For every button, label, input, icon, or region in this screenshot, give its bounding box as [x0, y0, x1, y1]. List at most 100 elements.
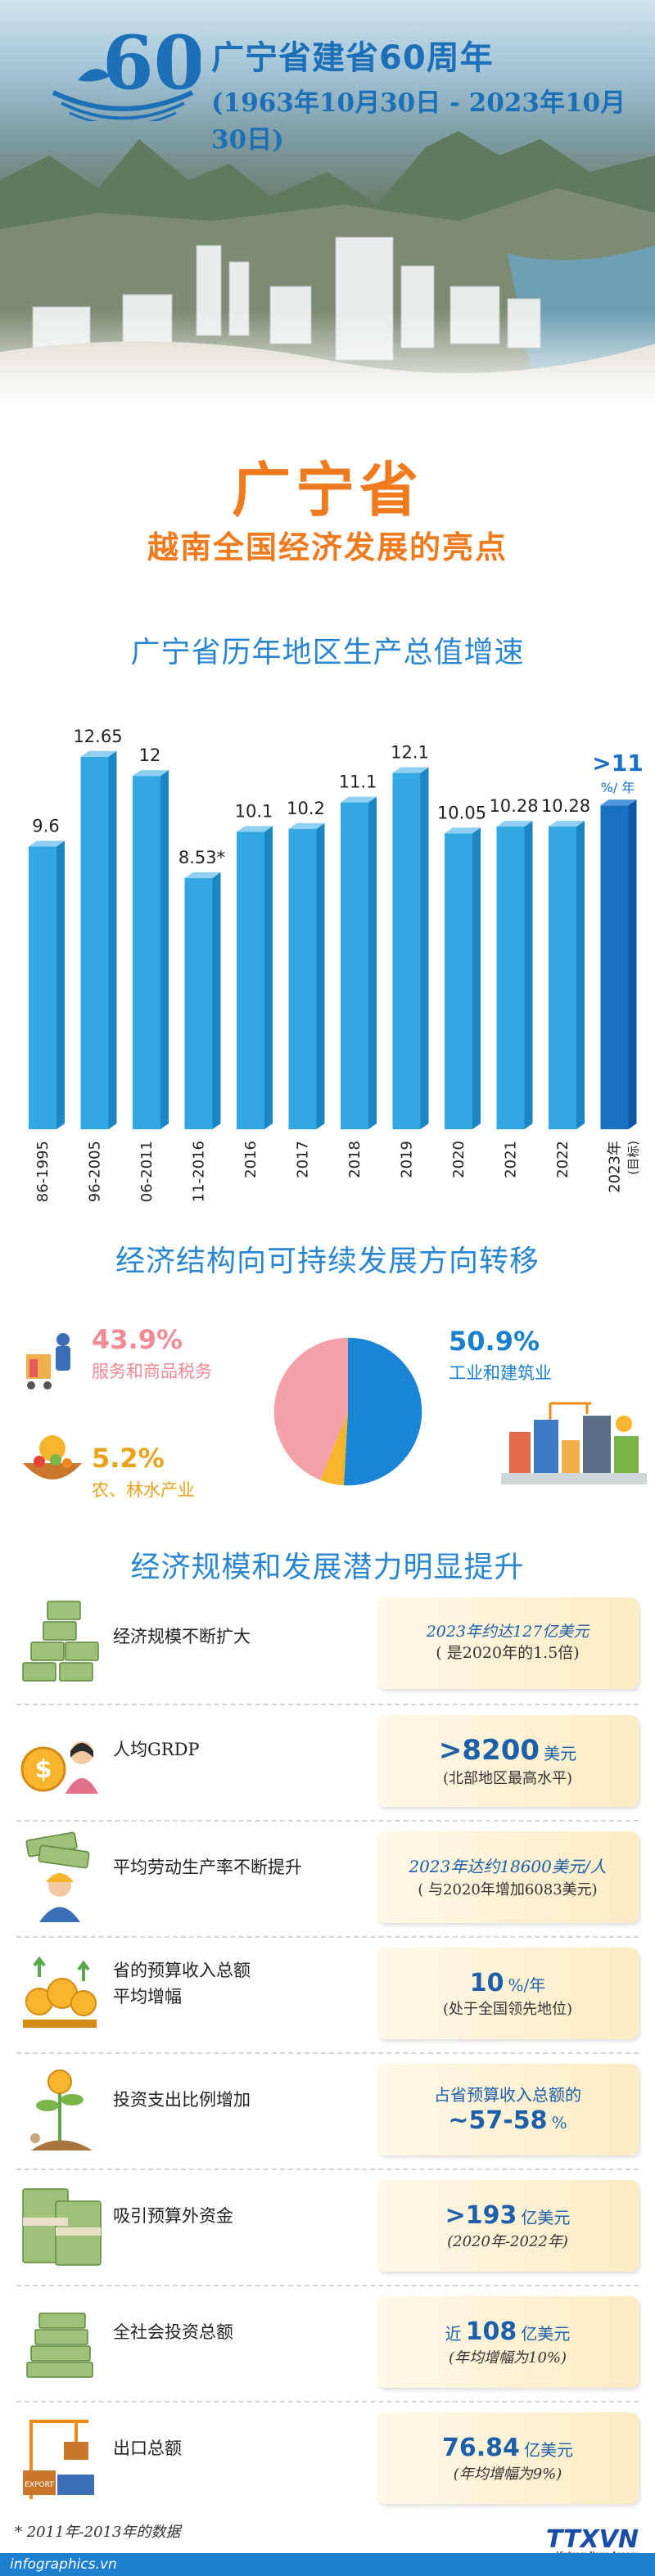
- bar-top: [80, 750, 117, 757]
- indicator-value-box: 76.84 亿美元 (年均增幅为9%): [377, 2412, 639, 2504]
- bar-top: [549, 821, 585, 827]
- bar: [341, 796, 377, 1129]
- indicator-big-value: >193: [445, 2200, 517, 2230]
- indicator-row-export: EXPORT 出口总额 76.84 亿美元 (年均增幅为9%): [0, 2403, 655, 2517]
- bar-top: [496, 821, 533, 827]
- indicator-value-box: 2023年达约18600美元/人 ( 与2020年增加6083美元): [377, 1831, 639, 1923]
- divider: [16, 1820, 639, 1822]
- indicator-label: 平均劳动生产率不断提升: [113, 1858, 302, 1877]
- indicator-label: 人均GRDP: [113, 1740, 200, 1759]
- bar-top: [445, 827, 481, 834]
- industry-label: 工业和建筑业: [449, 1363, 552, 1383]
- category-tick-label: 2018: [346, 1141, 364, 1178]
- divider: [16, 2168, 639, 2170]
- indicator-label: 出口总额: [113, 2439, 182, 2458]
- header-fade: [0, 311, 655, 421]
- indicator-line2: (北部地区最高水平): [442, 1770, 573, 1787]
- bar: [288, 822, 325, 1129]
- bar-value-label: 12.1: [391, 743, 429, 763]
- category-tick-label: 2023年: [607, 1141, 624, 1193]
- structure-section-title: 经济结构向可持续发展方向转移: [115, 1245, 540, 1278]
- cash-bundles-icon: [22, 2188, 102, 2266]
- indicator-prefix: 近: [445, 2323, 462, 2344]
- bar-front: [80, 756, 109, 1129]
- province-subtitle: 越南全国经济发展的亮点: [147, 529, 508, 565]
- indicator-line2: (年均增幅为10%): [448, 2349, 567, 2367]
- category-tick-label: 2017: [295, 1141, 312, 1178]
- bar: [549, 821, 585, 1129]
- structure-pie-chart: [273, 1337, 422, 1486]
- svg-text:EXPORT: EXPORT: [25, 2481, 54, 2489]
- indicator-unit: 亿美元: [521, 2323, 571, 2344]
- bar-value-label: 9.6: [32, 817, 59, 836]
- indicator-unit: %/年: [508, 1975, 546, 1995]
- bar: [600, 799, 637, 1129]
- pie-slice: [273, 1337, 348, 1480]
- money-stack-icon: [22, 1601, 99, 1682]
- bar-value-label: 10.05: [437, 803, 486, 822]
- bar-side: [264, 826, 273, 1129]
- bar-value-label: 11.1: [339, 772, 377, 792]
- category-tick-label: 2022: [554, 1141, 571, 1178]
- bar-front: [600, 805, 629, 1129]
- header-banner: 60 广宁省建省60周年 (1963年10月30日 - 2023年10月30日): [0, 0, 655, 421]
- indicator-value-box: 10 %/年 (处于全国领先地位): [377, 1948, 639, 2039]
- bar-front: [445, 833, 472, 1129]
- category-sub-label: (目标): [626, 1141, 641, 1175]
- category-tick-label: 2020: [450, 1141, 468, 1178]
- bar-value-label: 10.28: [489, 796, 538, 816]
- agriculture-pct: 5.2%: [92, 1443, 165, 1474]
- indicator-value-box: >193 亿美元 (2020年-2022年): [377, 2180, 639, 2272]
- indicator-big-value: 108: [465, 2317, 517, 2346]
- bar-side: [56, 840, 65, 1129]
- indicator-line2: (处于全国领先地位): [442, 2000, 573, 2018]
- indicator-label: 经济规模不断扩大: [113, 1627, 251, 1646]
- bar-front: [237, 831, 264, 1129]
- bar-side: [212, 872, 221, 1129]
- bar-front: [496, 826, 525, 1129]
- bar-top: [392, 767, 429, 773]
- divider: [16, 2052, 639, 2054]
- money-pile-icon: [26, 2313, 93, 2378]
- svg-text:60: 60: [102, 23, 201, 106]
- indicator-unit: 亿美元: [521, 2207, 571, 2227]
- indicator-line1: 2023年达约18600美元/人: [409, 1856, 607, 1876]
- indicator-big-value: 76.84: [442, 2433, 520, 2462]
- indicator-value-box: >8200 美元 (北部地区最高水平): [377, 1715, 639, 1807]
- pie-slice: [320, 1412, 348, 1486]
- indicator-label: 吸引预算外资金: [113, 2206, 233, 2226]
- category-tick-label: 1986-1995: [34, 1141, 52, 1203]
- bar-value-label: 12.65: [73, 727, 122, 746]
- bar-unit-label: %/ 年: [601, 780, 635, 795]
- bar: [237, 826, 273, 1129]
- anniversary-title: 广宁省建省60周年: [211, 39, 494, 77]
- divider: [16, 2401, 639, 2403]
- indicator-value-box: 占省预算收入总额的 ~57-58 %: [377, 2064, 639, 2155]
- province-title: 广宁省: [231, 456, 423, 525]
- svg-text:$: $: [35, 1755, 52, 1784]
- indicator-row-productivity: 平均劳动生产率不断提升 2023年达约18600美元/人 ( 与2020年增加6…: [0, 1822, 655, 1936]
- bar: [496, 821, 533, 1129]
- indicator-line1: 2023年约达127亿美元: [426, 1623, 590, 1642]
- indicator-label: 省的预算收入总额 平均增幅: [113, 1961, 251, 2006]
- bar-side: [576, 821, 585, 1129]
- bar-value-label: 12: [139, 745, 161, 765]
- indicator-row-grdp: $ 人均GRDP >8200 美元 (北部地区最高水平): [0, 1705, 655, 1820]
- indicator-row-economic-scale: 经济规模不断扩大 2023年约达127亿美元 ( 是2020年的1.5倍): [0, 1589, 655, 1704]
- indicator-row-off-budget: 吸引预算外资金 >193 亿美元 (2020年-2022年): [0, 2170, 655, 2285]
- bar-front: [341, 802, 368, 1129]
- indicator-row-investment-ratio: 投资支出比例增加 占省预算收入总额的 ~57-58 %: [0, 2054, 655, 2168]
- coin-person-icon: $: [20, 1741, 98, 1794]
- category-tick-label: 2019: [399, 1141, 416, 1178]
- bar: [133, 770, 169, 1129]
- footer-site-link[interactable]: infographics.vn: [10, 2556, 117, 2573]
- indicator-line2: (年均增幅为9%): [453, 2465, 562, 2483]
- indicator-row-budget-revenue: 省的预算收入总额 平均增幅 10 %/年 (处于全国领先地位): [0, 1938, 655, 2052]
- bar-side: [368, 796, 377, 1129]
- bar-side: [316, 822, 325, 1129]
- footnote: * 2011年-2013年的数据: [15, 2524, 181, 2541]
- bar-side: [108, 750, 117, 1129]
- bar-value-label: >11: [592, 750, 643, 777]
- services-pct: 43.9%: [92, 1324, 183, 1355]
- indicator-unit: 亿美元: [524, 2439, 573, 2460]
